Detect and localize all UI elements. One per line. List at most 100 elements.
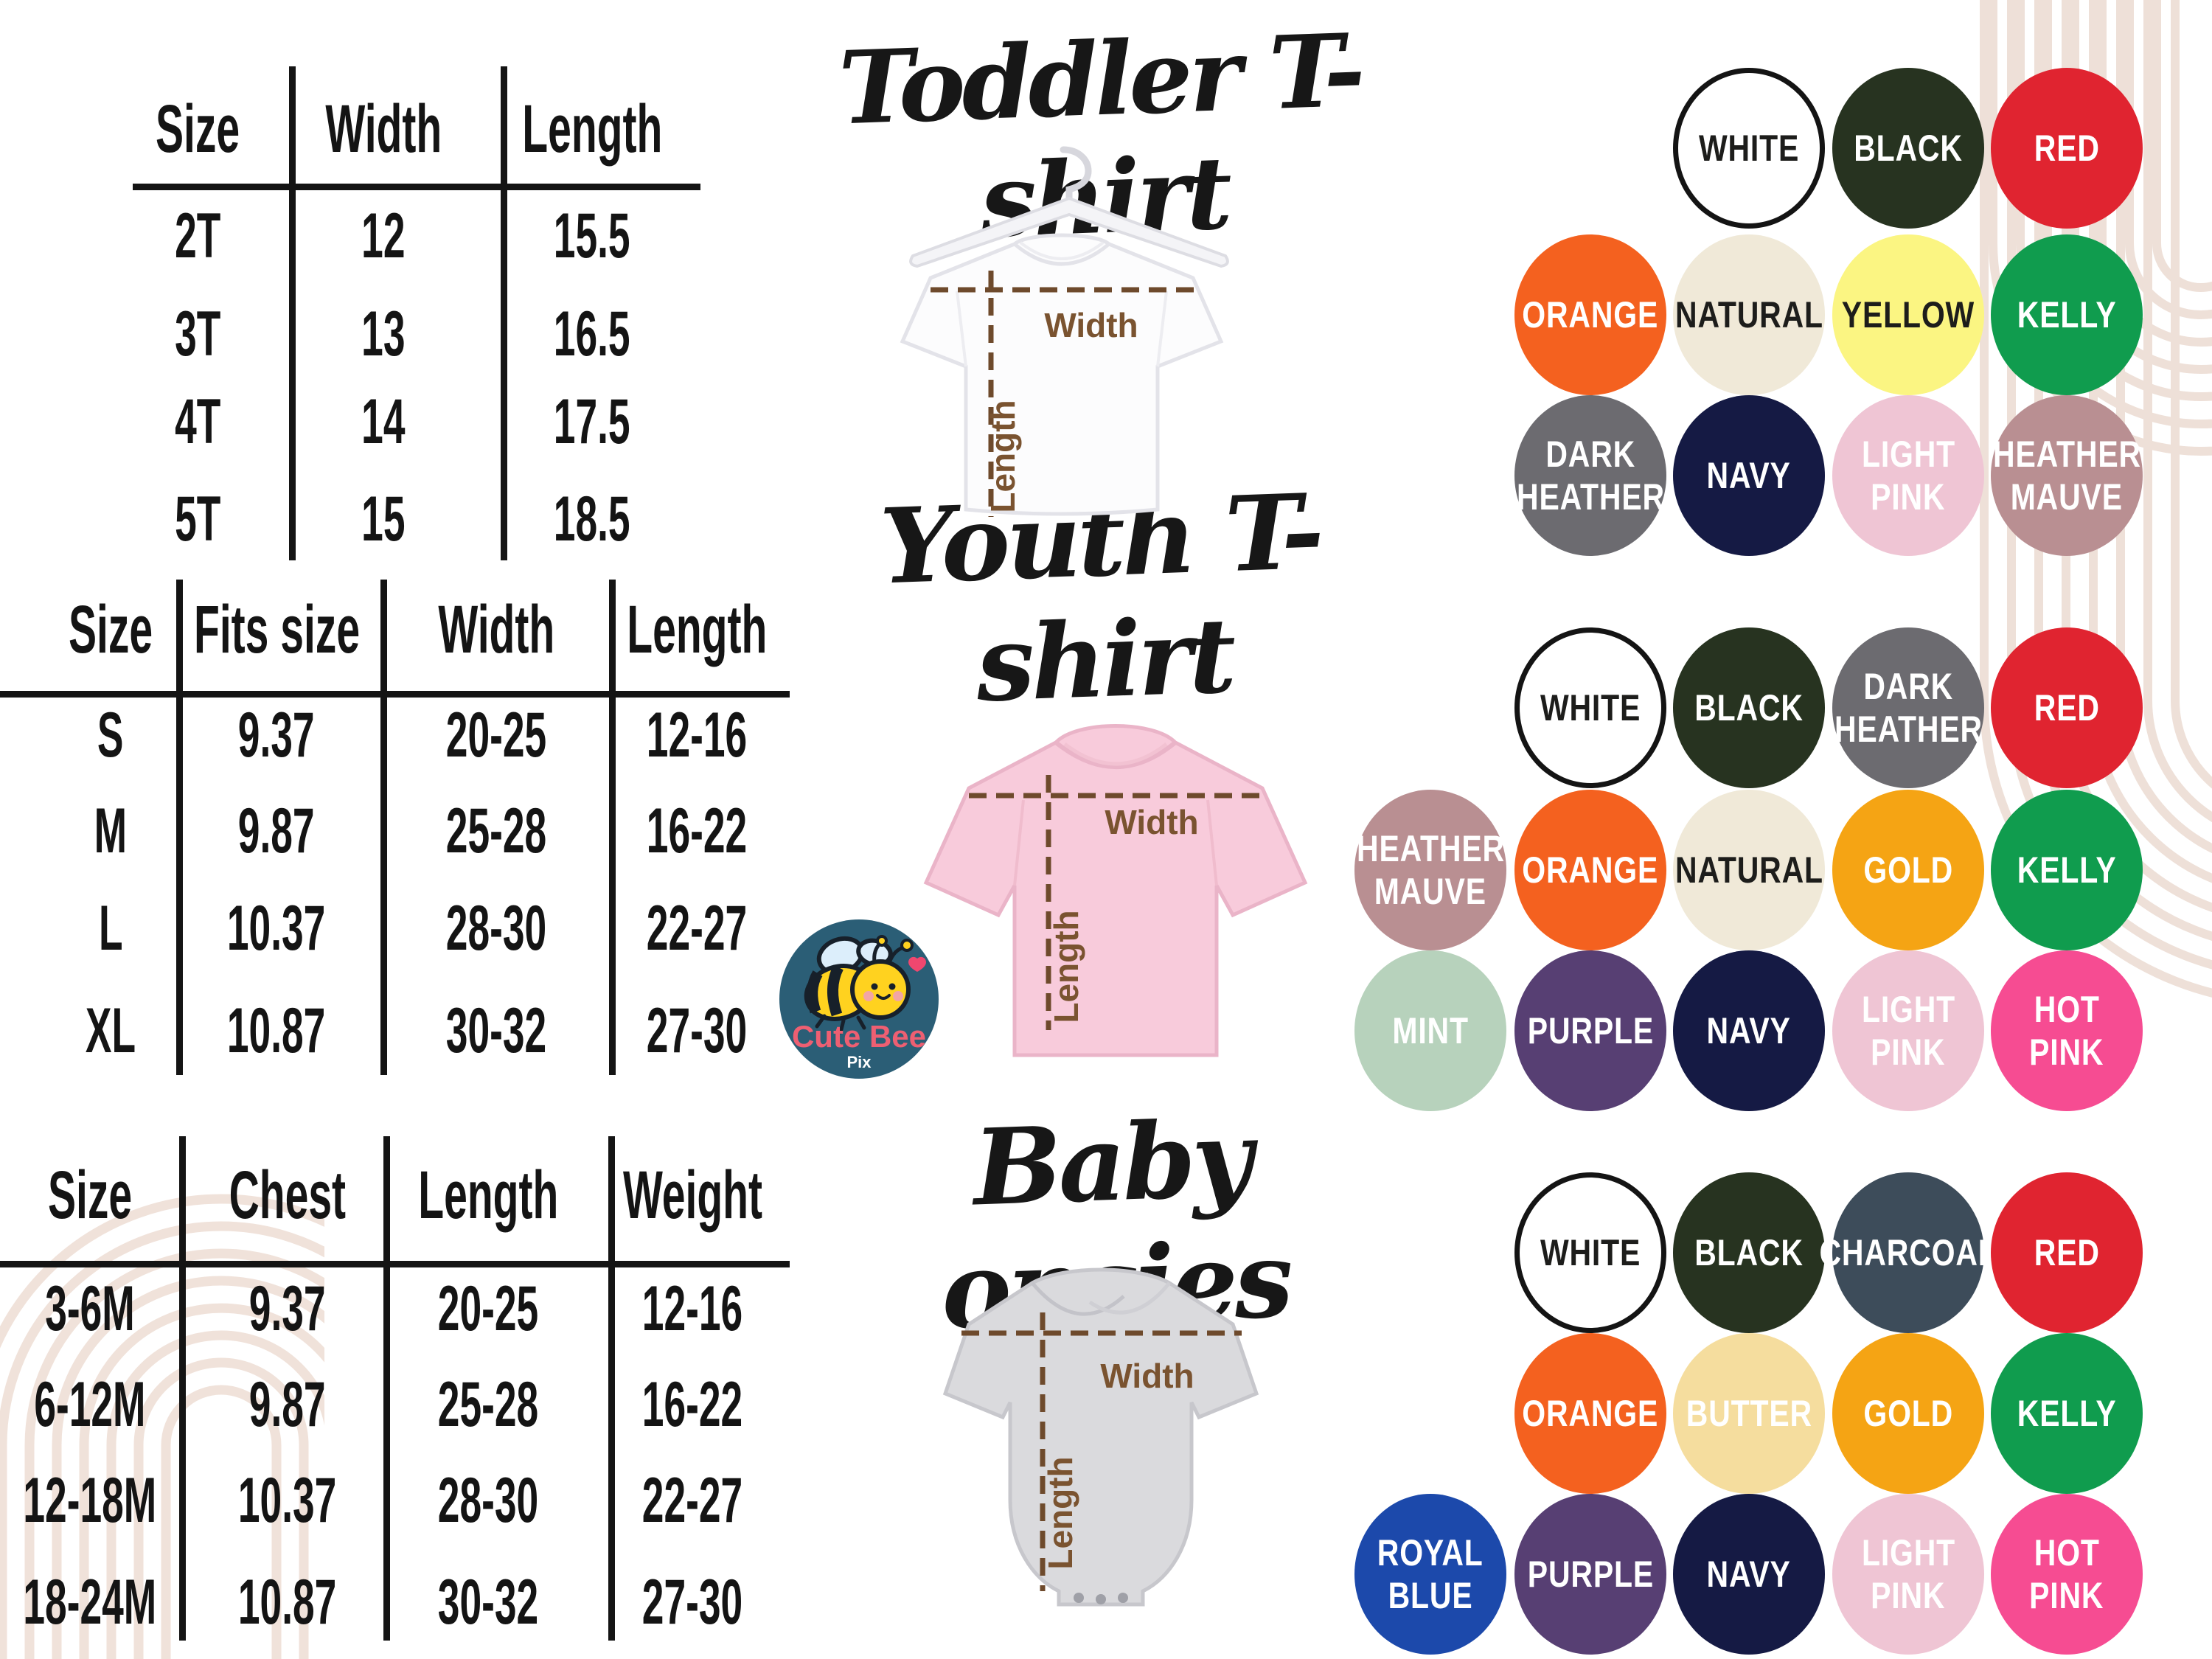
baby-swatch-red: RED [1991,1172,2143,1333]
toddler-swatch-white: WHITE [1673,68,1825,229]
arc-line [161,1385,282,1659]
bottom-left-arcs-decoration [0,1194,324,1659]
baby-swatch-navy: NAVY [1673,1494,1825,1655]
toddler-swatch-kelly: KELLY [1991,234,2143,395]
length-label: Length [984,400,1022,512]
arc-line [0,1194,324,1349]
toddler-column-divider-1 [289,66,296,560]
swatch-label: HEATHER [1356,828,1505,869]
baby-cell-r0c1: 9.37 [249,1273,326,1344]
gray-onesie-shape [942,1267,1259,1607]
swatch-label: HEATHER [1992,434,2141,475]
youth-cell-r0c2: 20-25 [445,699,547,771]
baby-header-chest: Chest [229,1157,347,1233]
toddler-header-width: Width [325,91,442,167]
youth-cell-r3c0: XL [85,995,136,1066]
length-label: Length [1047,910,1085,1023]
youth-column-divider-1 [176,580,183,1075]
youth-cell-r1c0: M [94,795,128,866]
baby-cell-r2c0: 12-18M [23,1464,157,1536]
toddler-tshirt-graphic: Width Length [900,146,1229,517]
toddler-cell-r0c2: 15.5 [554,200,630,271]
arc-line [2089,0,2212,883]
swatch-label: PINK [2029,1575,2104,1616]
swatch-label: PINK [1871,1032,1946,1073]
baby-cell-r3c2: 30-32 [437,1566,539,1638]
swatch-label: NATURAL [1674,849,1823,891]
youth-cell-r0c3: 12-16 [646,699,748,771]
swatch-label: RED [2034,687,2100,728]
measurement-dashed-lines [969,775,1265,1030]
swatch-label: MAUVE [1374,871,1487,912]
arc-line [2116,0,2212,854]
swatch-label: BLUE [1388,1575,1473,1616]
toddler-cell-r2c0: 4T [174,386,221,457]
swatch-label: KELLY [2017,1393,2117,1434]
youth-cell-r2c3: 22-27 [646,892,748,964]
baby-header-size: Size [47,1157,133,1233]
baby-column-divider-2 [383,1136,390,1641]
swatch-label: YELLOW [1841,294,1975,335]
swatch-label: BLACK [1694,687,1804,728]
toddler-header-length: Length [521,91,663,167]
youth-header-length: Length [626,591,768,667]
youth-swatch-navy: NAVY [1673,950,1825,1111]
pink-tee-shape [923,724,1308,1057]
youth-header-width: Width [438,591,554,667]
youth-cell-r3c2: 30-32 [445,995,547,1066]
baby-cell-r3c3: 27-30 [641,1566,743,1638]
arc-line [52,1276,324,1659]
toddler-swatch-natural: NATURAL [1673,234,1825,395]
toddler-cell-r1c1: 13 [361,298,406,369]
youth-cell-r1c2: 25-28 [445,795,547,866]
logo-subtitle: Pix [846,1053,872,1071]
youth-swatch-natural: NATURAL [1673,790,1825,950]
youth-cell-r1c1: 9.87 [238,795,315,866]
youth-cell-r2c0: L [98,892,123,964]
baby-swatch-gold: GOLD [1832,1333,1984,1494]
baby-swatch-black: BLACK [1673,1172,1825,1333]
hanger-icon [909,146,1229,268]
swatch-label: NATURAL [1674,294,1823,335]
toddler-swatch-orange: ORANGE [1514,234,1666,395]
youth-swatch-white: WHITE [1514,627,1666,788]
swatch-label: ORANGE [1522,849,1659,891]
swatch-label: GOLD [1863,1393,1953,1434]
toddler-header-size: Size [155,91,240,167]
swatch-label: HEATHER [1516,476,1665,518]
arc-line [2125,0,2212,319]
swatch-label: WHITE [1540,1232,1641,1273]
baby-cell-r0c2: 20-25 [437,1273,539,1344]
baby-cell-r1c0: 6-12M [34,1368,146,1440]
arc-line [2171,0,2212,789]
youth-swatch-red: RED [1991,627,2143,788]
youth-cell-r3c1: 10.87 [227,995,326,1066]
youth-cell-r2c2: 28-30 [445,892,547,964]
youth-column-divider-2 [380,580,387,1075]
swatch-label: ORANGE [1522,294,1659,335]
cute-bee-logo: Cute Bee Pix [779,919,939,1079]
swatch-label: NAVY [1706,1010,1792,1051]
toddler-swatch-red: RED [1991,68,2143,229]
baby-onesie-graphic: Width Length [942,1267,1259,1607]
swatch-label: HOT [2034,989,2100,1030]
toddler-size-table: Size Width Length 2T 12 15.5 3T 13 16.5 4T 14 17.5 5… [125,59,708,575]
toddler-cell-r3c2: 18.5 [554,483,630,554]
swatch-label: DARK [1863,666,1953,707]
swatch-label: LIGHT [1861,989,1955,1030]
youth-swatch-purple: PURPLE [1514,950,1666,1111]
swatch-label: PINK [1871,1575,1946,1616]
toddler-cell-r3c0: 5T [174,483,221,554]
arc-line [0,1221,324,1659]
arc-line [133,1357,309,1659]
baby-swatch-hot_pink: HOT PINK [1991,1494,2143,1655]
width-label: Width [1044,306,1138,344]
baby-swatch-butter: BUTTER [1673,1333,1825,1494]
youth-tshirt-graphic: Width Length [923,724,1308,1057]
toddler-swatch-heather_mauve: HEATHER MAUVE [1991,395,2143,556]
white-tee-shape [900,233,1224,516]
swatch-label: PINK [1871,476,1946,518]
measurement-dashed-lines [961,1312,1242,1591]
swatch-label: PURPLE [1527,1010,1654,1051]
